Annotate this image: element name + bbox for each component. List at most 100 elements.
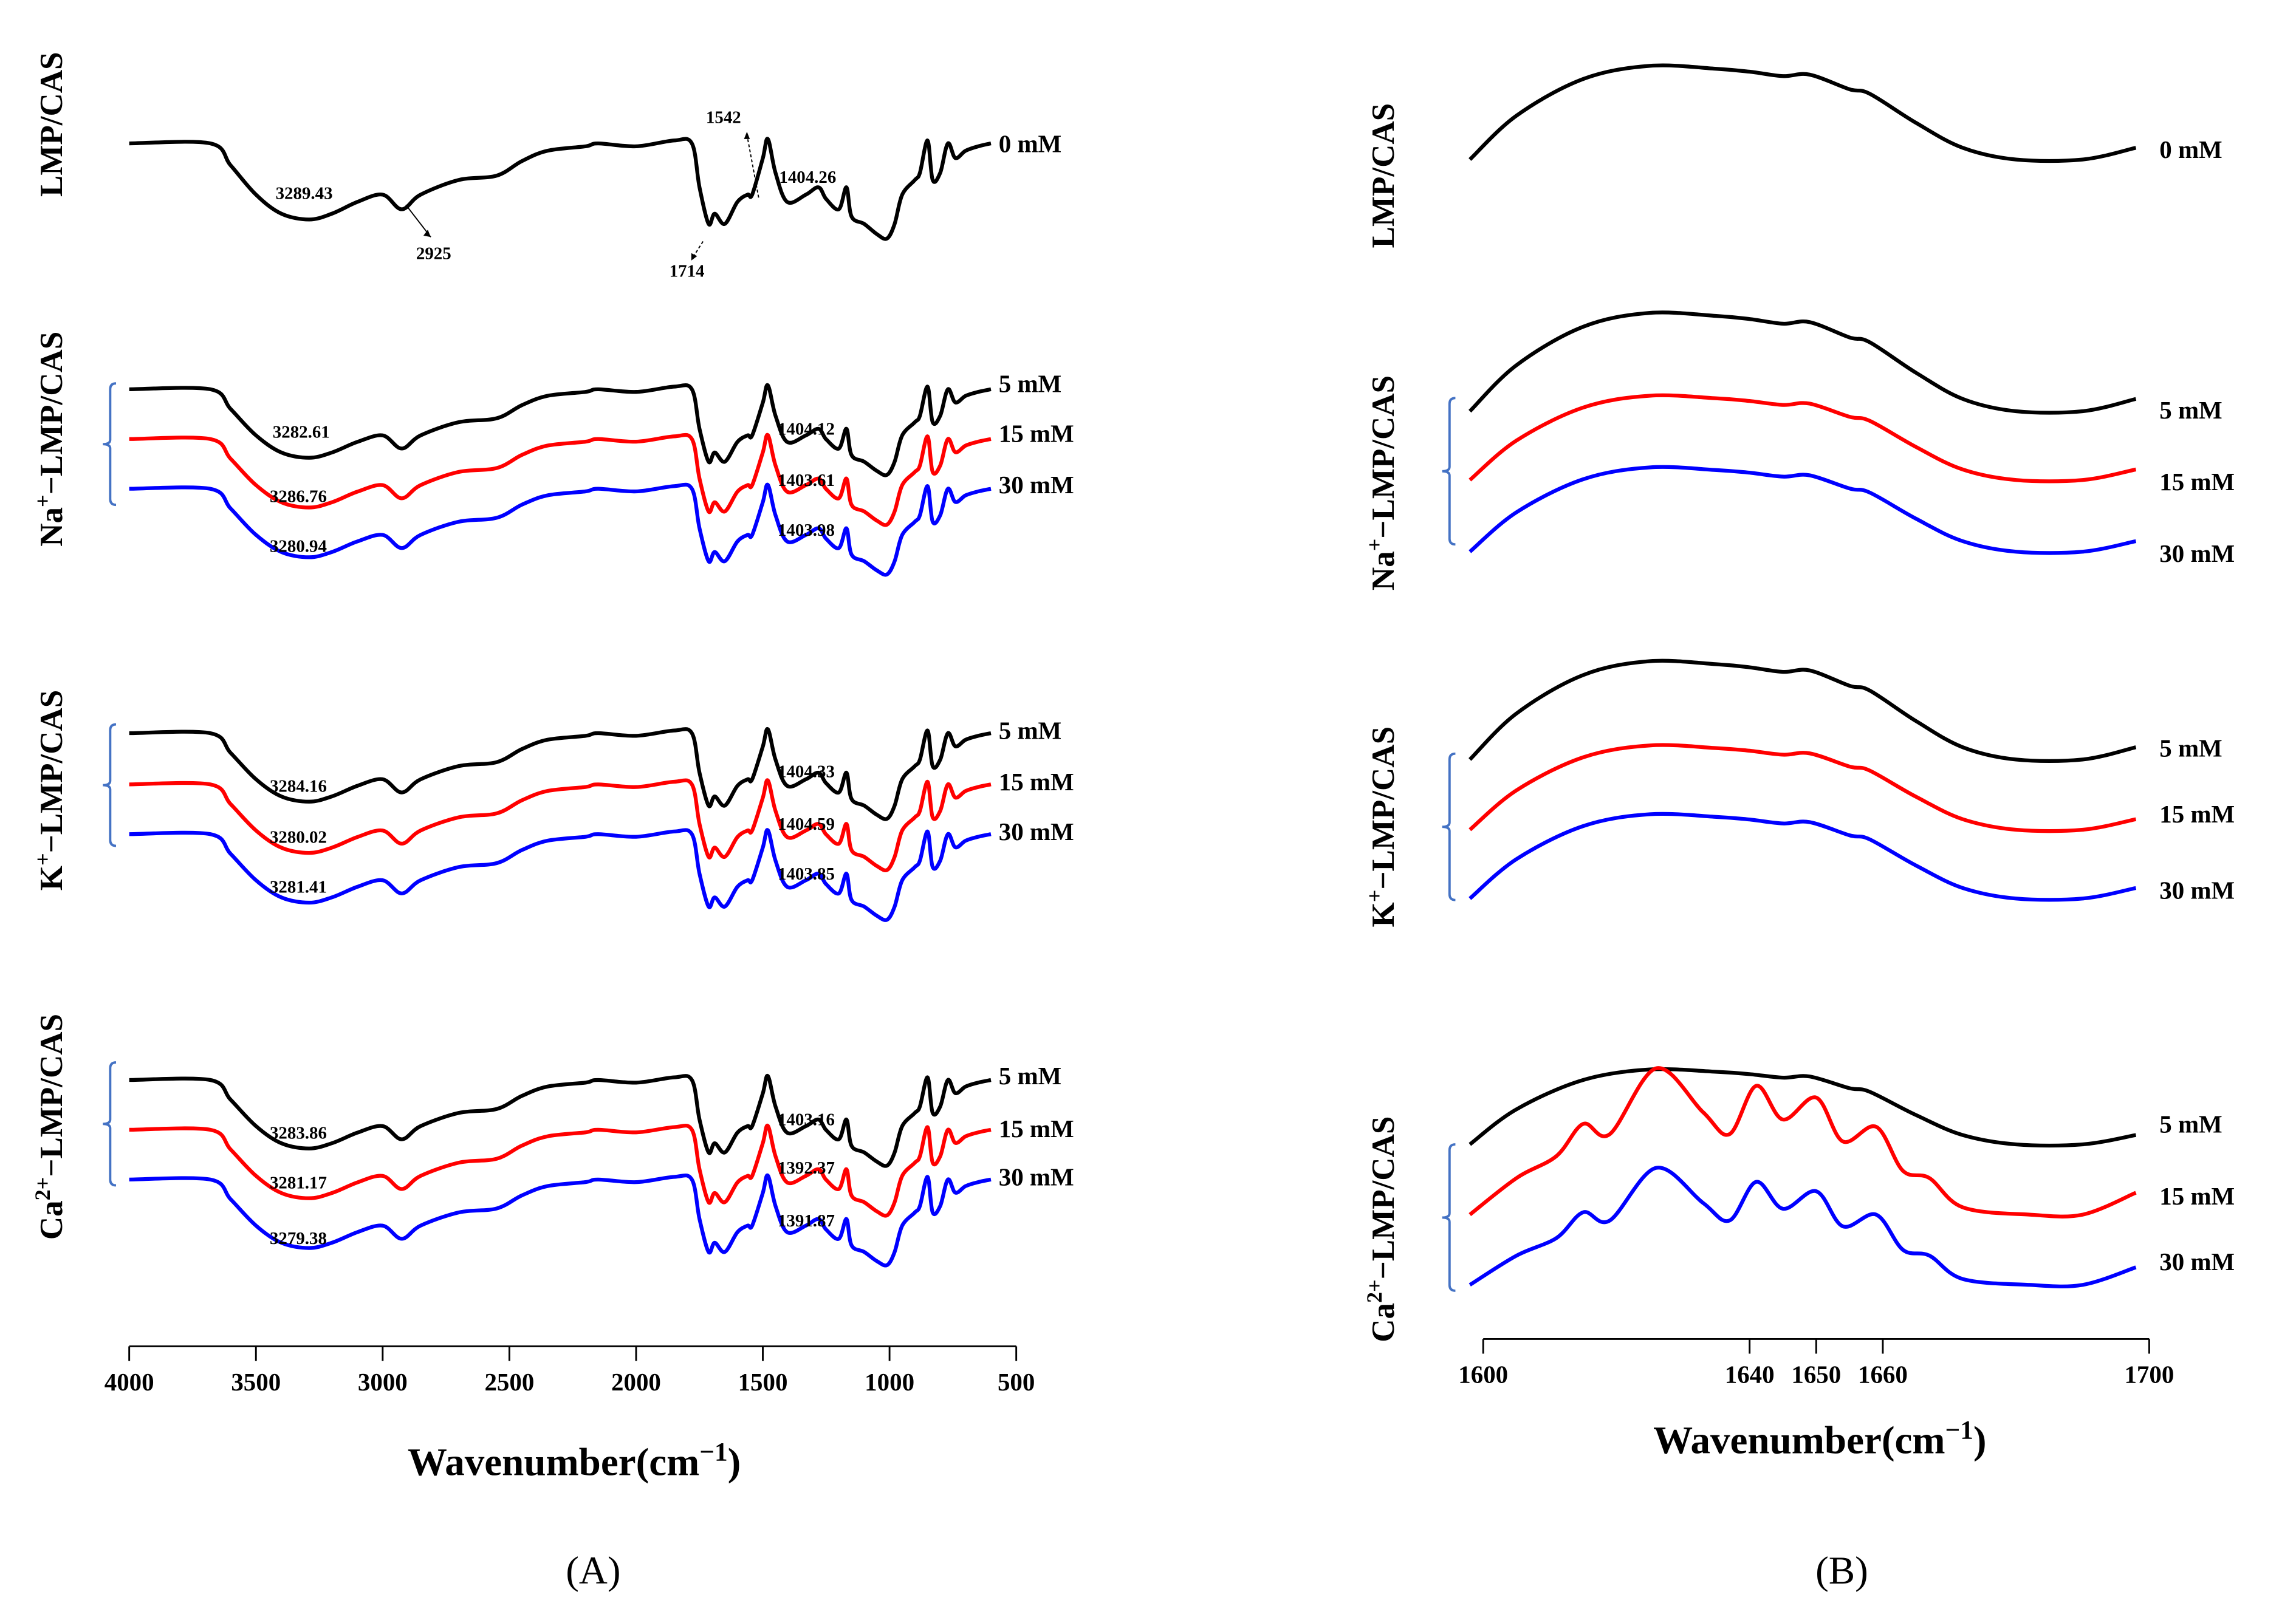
peak-label: 1403.16: [778, 1110, 835, 1130]
spectrum-line: [1468, 1166, 2137, 1288]
group-label-base: LMP/CAS: [34, 52, 69, 197]
group-label: Ca2+−LMP/CAS: [30, 1014, 69, 1240]
group-label-base: K: [1366, 902, 1401, 927]
series-label: 30 mM: [999, 471, 1074, 499]
peak-label-2925: 2925: [416, 244, 451, 263]
spectrum-line: [129, 1073, 992, 1168]
group-label: LMP/CAS: [34, 52, 69, 197]
group-bracket: [103, 1061, 117, 1187]
group-label-rest: −LMP/CAS: [1366, 726, 1401, 890]
x-axis-label: Wavenumber(cm−1): [408, 1437, 741, 1484]
peak-label-1542: 1542: [706, 108, 741, 127]
group-label-base: K: [34, 866, 69, 890]
group-label-superscript: +: [1362, 890, 1386, 903]
peak-label: 3289.43: [276, 184, 333, 203]
peak-label: 1404.12: [778, 420, 835, 439]
spectrum-line: [129, 137, 992, 241]
peak-label: 3281.41: [270, 878, 327, 897]
x-axis-label-tail: ): [1973, 1418, 1987, 1462]
group-label: Na+−LMP/CAS: [1362, 375, 1401, 590]
x-axis-label-superscript: −1: [1945, 1415, 1973, 1444]
series-label: 30 mM: [999, 818, 1074, 846]
x-tick-label: 1660: [1858, 1361, 1908, 1389]
x-tick-label: 1000: [865, 1369, 914, 1396]
spectrum-group: Na+−LMP/CAS 5 mM 3282.61 1404.12 15 mM 3286.7…: [30, 332, 1074, 577]
spectrum-line: [1468, 812, 2137, 902]
spectrum-line: [129, 482, 992, 577]
spectrum-group: Na+−LMP/CAS 5 mM 15 mM 30 mM: [1362, 310, 2235, 590]
spectrum-line: [129, 828, 992, 922]
spectrum-line: [1468, 465, 2137, 555]
spectrum-line: [129, 383, 992, 477]
group-label-base: LMP/CAS: [1366, 103, 1401, 248]
peak-label: 1403.61: [778, 471, 835, 490]
group-label-base: Na: [1366, 551, 1401, 590]
group-label-rest: −LMP/CAS: [34, 332, 69, 495]
series-label: 0 mM: [999, 131, 1061, 158]
x-tick-label: 1650: [1791, 1361, 1841, 1389]
peak-label: 1391.87: [778, 1211, 835, 1231]
spectrum-group: LMP/CAS 0 mM: [1366, 63, 2222, 248]
group-label-superscript: +: [30, 853, 55, 866]
spectrum-line: [1468, 1066, 2137, 1218]
spectrum-line: [1468, 1067, 2137, 1148]
spectrum-line: [129, 726, 992, 821]
spectrum-group: Ca2+−LMP/CAS 5 mM 3283.86 1403.16 15 mM 3281.…: [30, 1014, 1074, 1268]
group-bracket: [1442, 1143, 1456, 1292]
x-tick-label: 500: [998, 1369, 1035, 1396]
spectrum-line: [129, 778, 992, 872]
series-label: 5 mM: [999, 1062, 1061, 1090]
x-tick-label: 1600: [1458, 1361, 1508, 1389]
arrow-head-icon: [744, 131, 750, 139]
group-label-rest: −LMP/CAS: [1366, 375, 1401, 539]
peak-label: 3281.17: [270, 1173, 327, 1192]
arrow-head-icon: [423, 230, 431, 238]
series-label: 15 mM: [999, 768, 1074, 796]
spectrum-line: [129, 1123, 992, 1218]
spectrum-line: [1468, 743, 2137, 833]
x-tick-label: 1640: [1725, 1361, 1775, 1389]
series-label: 30 mM: [2159, 1248, 2235, 1276]
x-axis-label-base: Wavenumber(cm: [1653, 1418, 1945, 1462]
spectrum-line: [1468, 310, 2137, 415]
x-axis-label: Wavenumber(cm−1): [1653, 1415, 1986, 1462]
x-tick-label: 3500: [231, 1369, 281, 1396]
series-label: 30 mM: [999, 1163, 1074, 1191]
group-bracket: [103, 723, 117, 847]
x-tick-label: 1700: [2124, 1361, 2174, 1389]
series-label: 0 mM: [2159, 136, 2222, 163]
group-label: Ca2+−LMP/CAS: [1362, 1116, 1401, 1342]
x-axis-label-superscript: −1: [699, 1437, 727, 1466]
peak-label: 1403.85: [778, 864, 835, 884]
group-label-rest: −LMP/CAS: [34, 1014, 69, 1177]
spectrum-group: K+−LMP/CAS 5 mM 3284.16 1404.33 15 mM 3280.02…: [30, 690, 1074, 922]
group-label: K+−LMP/CAS: [1362, 726, 1401, 928]
series-label: 5 mM: [2159, 1111, 2222, 1138]
series-label: 5 mM: [999, 371, 1061, 398]
group-label-superscript: +: [1362, 539, 1386, 552]
peak-label: 3284.16: [270, 776, 327, 796]
series-label: 5 mM: [999, 717, 1061, 745]
series-label: 5 mM: [2159, 735, 2222, 762]
peak-label: 1392.37: [778, 1158, 835, 1178]
series-label: 15 mM: [999, 420, 1074, 448]
peak-label: 3280.94: [270, 536, 327, 556]
x-tick-label: 2500: [484, 1369, 534, 1396]
spectrum-group: Ca2+−LMP/CAS 5 mM 15 mM 30 mM: [1362, 1066, 2235, 1342]
series-label: 15 mM: [2159, 468, 2235, 496]
group-label-superscript: +: [30, 494, 55, 507]
peak-label: 1404.33: [778, 762, 835, 781]
series-label: 30 mM: [2159, 540, 2235, 567]
x-axis-label-tail: ): [728, 1440, 741, 1484]
x-tick-label: 3000: [358, 1369, 408, 1396]
series-label: 15 mM: [2159, 1183, 2235, 1210]
x-axis-label-base: Wavenumber(cm: [408, 1440, 699, 1484]
group-label: Na+−LMP/CAS: [30, 332, 69, 547]
peak-label: 3279.38: [270, 1229, 327, 1248]
spectrum-group: K+−LMP/CAS 5 mM 15 mM 30 mM: [1362, 658, 2235, 928]
group-label-base: Ca: [34, 1200, 69, 1240]
group-label: LMP/CAS: [1366, 103, 1401, 248]
group-bracket: [1442, 752, 1456, 901]
